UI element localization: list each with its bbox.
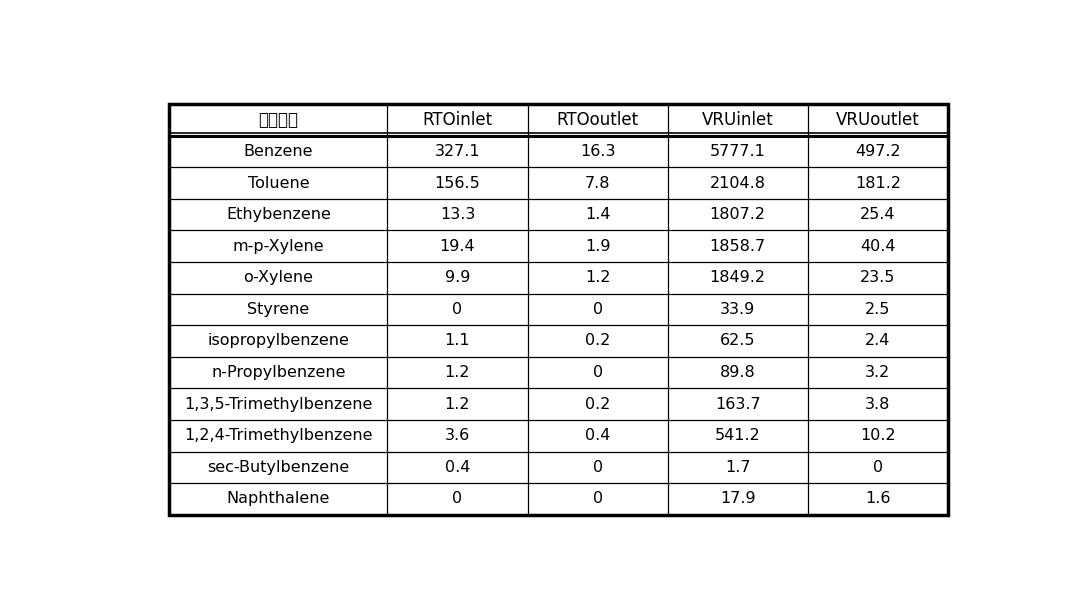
Text: 497.2: 497.2	[855, 144, 900, 159]
Text: Toluene: Toluene	[248, 176, 310, 190]
Text: 23.5: 23.5	[860, 270, 896, 285]
Text: 10.2: 10.2	[860, 428, 896, 443]
Text: 3.6: 3.6	[445, 428, 470, 443]
Text: Benzene: Benzene	[243, 144, 313, 159]
Text: 62.5: 62.5	[720, 334, 756, 349]
Text: 0.2: 0.2	[585, 397, 610, 412]
Text: 17.9: 17.9	[720, 491, 756, 506]
Text: 9.9: 9.9	[445, 270, 470, 285]
Text: 1.4: 1.4	[585, 207, 610, 222]
Text: 40.4: 40.4	[860, 239, 896, 254]
Text: 19.4: 19.4	[440, 239, 476, 254]
Text: 1.6: 1.6	[866, 491, 891, 506]
Text: 0.4: 0.4	[585, 428, 610, 443]
Text: 1807.2: 1807.2	[710, 207, 766, 222]
Text: 3.2: 3.2	[866, 365, 891, 380]
Text: 1,2,4-Trimethylbenzene: 1,2,4-Trimethylbenzene	[185, 428, 372, 443]
Text: Styrene: Styrene	[248, 302, 310, 317]
Text: 327.1: 327.1	[434, 144, 480, 159]
Text: m-p-Xylene: m-p-Xylene	[232, 239, 325, 254]
Text: 89.8: 89.8	[720, 365, 756, 380]
Text: 156.5: 156.5	[434, 176, 480, 190]
Text: 2.4: 2.4	[866, 334, 891, 349]
Text: isopropylbenzene: isopropylbenzene	[207, 334, 350, 349]
Text: sec-Butylbenzene: sec-Butylbenzene	[207, 460, 350, 475]
Text: 1.9: 1.9	[585, 239, 610, 254]
Text: RTOinlet: RTOinlet	[422, 111, 493, 129]
Text: 0: 0	[593, 302, 603, 317]
Text: 1858.7: 1858.7	[709, 239, 766, 254]
Text: 1.2: 1.2	[585, 270, 610, 285]
Text: RTOoutlet: RTOoutlet	[556, 111, 639, 129]
Text: Ethybenzene: Ethybenzene	[226, 207, 331, 222]
Text: 33.9: 33.9	[720, 302, 756, 317]
Text: 7.8: 7.8	[585, 176, 610, 190]
Text: n-Propylbenzene: n-Propylbenzene	[211, 365, 345, 380]
Text: VRUinlet: VRUinlet	[702, 111, 773, 129]
Text: 541.2: 541.2	[715, 428, 760, 443]
Text: 0.4: 0.4	[445, 460, 470, 475]
Text: 1.2: 1.2	[445, 397, 470, 412]
Text: 2.5: 2.5	[866, 302, 891, 317]
Text: 0: 0	[453, 302, 463, 317]
Text: 측정위치: 측정위치	[258, 111, 299, 129]
Text: 3.8: 3.8	[866, 397, 891, 412]
Bar	[169, 104, 948, 515]
Text: 0: 0	[593, 460, 603, 475]
Text: 1.2: 1.2	[445, 365, 470, 380]
Text: 163.7: 163.7	[715, 397, 760, 412]
Text: 0: 0	[873, 460, 883, 475]
Text: o-Xylene: o-Xylene	[243, 270, 314, 285]
Text: Naphthalene: Naphthalene	[227, 491, 330, 506]
Text: 0: 0	[453, 491, 463, 506]
Text: 0: 0	[593, 491, 603, 506]
Text: 0.2: 0.2	[585, 334, 610, 349]
Text: 25.4: 25.4	[860, 207, 896, 222]
Text: 13.3: 13.3	[440, 207, 476, 222]
Text: 16.3: 16.3	[580, 144, 616, 159]
Text: 0: 0	[593, 365, 603, 380]
Text: VRUoutlet: VRUoutlet	[836, 111, 920, 129]
Text: 2104.8: 2104.8	[710, 176, 766, 190]
Text: 1849.2: 1849.2	[710, 270, 766, 285]
Text: 1,3,5-Trimethylbenzene: 1,3,5-Trimethylbenzene	[185, 397, 372, 412]
Text: 5777.1: 5777.1	[710, 144, 766, 159]
Text: 181.2: 181.2	[855, 176, 901, 190]
Text: 1.7: 1.7	[725, 460, 750, 475]
Text: 1.1: 1.1	[444, 334, 470, 349]
